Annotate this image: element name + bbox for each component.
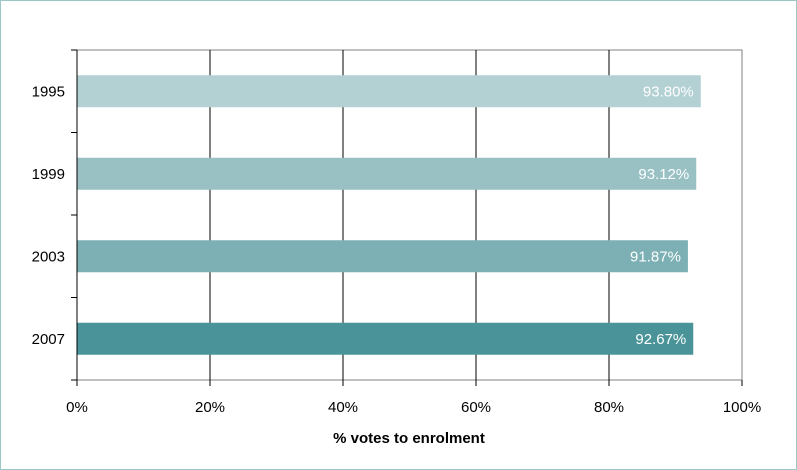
bar-2007 (77, 322, 694, 355)
bar-1995 (77, 75, 701, 108)
y-tick-label: 1999 (32, 166, 65, 183)
x-tick-label: 80% (594, 399, 624, 416)
x-tick-label: 60% (461, 399, 491, 416)
x-tick-label: 100% (723, 399, 761, 416)
data-labels: 93.80% 93.12% 91.87% 92.67% (630, 83, 694, 348)
data-label-1999: 93.12% (638, 166, 689, 183)
x-tick-labels: 0% 20% 40% 60% 80% 100% (66, 399, 761, 416)
y-tick-label: 1995 (32, 83, 65, 100)
data-label-2007: 92.67% (635, 331, 686, 348)
x-tick-label: 0% (66, 399, 88, 416)
y-tick-label: 2003 (32, 248, 65, 265)
data-label-2003: 91.87% (630, 248, 681, 265)
x-tick-label: 20% (195, 399, 225, 416)
data-label-1995: 93.80% (643, 83, 694, 100)
y-tick-label: 2007 (32, 331, 65, 348)
bar-1999 (77, 157, 697, 190)
y-tick-labels: 1995 1999 2003 2007 (32, 83, 65, 348)
bar-2003 (77, 240, 688, 273)
x-tick-label: 40% (328, 399, 358, 416)
bars (77, 75, 701, 355)
axes (71, 49, 743, 386)
x-axis-title: % votes to enrolment (333, 430, 485, 447)
